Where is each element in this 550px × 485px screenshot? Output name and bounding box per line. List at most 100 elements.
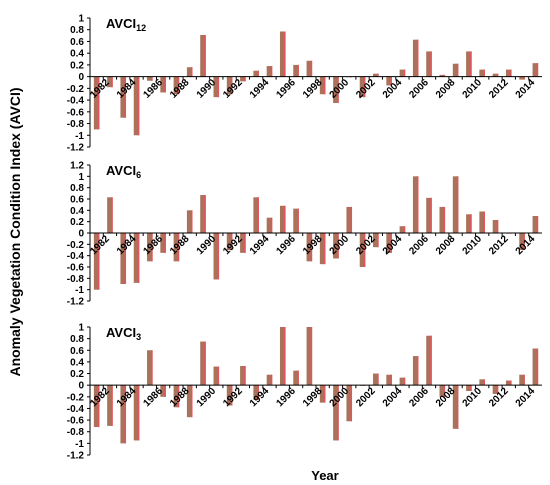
bar xyxy=(93,385,100,428)
bar-edge xyxy=(97,233,100,290)
bar-edge xyxy=(270,66,273,77)
bar-edge xyxy=(177,76,180,95)
y-tick-label: 0.8 xyxy=(70,334,84,345)
bar-edge xyxy=(297,208,299,233)
bar-edge xyxy=(483,69,485,77)
bar xyxy=(240,76,246,82)
bar-edge xyxy=(377,373,379,386)
y-tick-label: -1 xyxy=(75,439,84,450)
x-tick-label: 1982 xyxy=(88,233,112,257)
bar xyxy=(333,385,339,441)
bar xyxy=(173,385,180,408)
bar-edge xyxy=(310,327,313,386)
bar-edge xyxy=(204,195,206,233)
bar-edge xyxy=(244,76,246,82)
bar xyxy=(186,67,193,77)
bar-edge xyxy=(257,385,259,400)
bar-edge xyxy=(124,233,127,284)
bar xyxy=(386,374,392,386)
bar-edge xyxy=(416,356,419,386)
bar xyxy=(386,233,392,253)
bar xyxy=(226,385,233,406)
bar xyxy=(466,385,472,391)
bar xyxy=(107,76,113,88)
bar-edge xyxy=(403,69,406,77)
bar xyxy=(160,233,166,253)
y-tick-label: -0.2 xyxy=(67,392,85,403)
y-tick-label: 0.6 xyxy=(70,346,84,357)
bar-edge xyxy=(536,216,539,233)
y-tick-label: -0.6 xyxy=(67,416,85,427)
y-tick-label: 1.2 xyxy=(70,161,84,172)
bar xyxy=(253,385,259,400)
x-tick-label: 2014 xyxy=(514,385,538,409)
y-tick-label: 0.2 xyxy=(70,369,84,380)
bar-edge xyxy=(283,205,286,233)
y-tick-label: 0.8 xyxy=(70,25,84,36)
bar xyxy=(147,233,153,262)
bar xyxy=(147,350,153,386)
y-tick-label: 1 xyxy=(78,323,84,334)
bar xyxy=(439,206,446,233)
bar xyxy=(492,73,499,77)
bar xyxy=(279,31,286,77)
x-tick-label: 2006 xyxy=(407,233,431,257)
bar xyxy=(399,377,406,386)
x-tick-label: 1994 xyxy=(248,233,272,257)
bar xyxy=(93,233,100,290)
bar xyxy=(319,385,326,403)
bar-edge xyxy=(124,76,127,118)
bar xyxy=(426,335,432,386)
bar-edge xyxy=(230,76,233,95)
y-tick-label: -0.4 xyxy=(67,96,85,107)
bar xyxy=(466,51,472,77)
bar xyxy=(213,76,220,98)
bar xyxy=(120,233,127,284)
bar xyxy=(253,197,259,233)
bar-edge xyxy=(297,370,299,386)
bar-edge xyxy=(270,374,273,386)
chart-panels: 10.80.60.40.20-0.2-0.4-0.6-0.8-1-1.21982… xyxy=(67,14,542,462)
bar-edge xyxy=(137,76,140,136)
bar xyxy=(492,219,499,233)
bar-edge xyxy=(137,385,140,441)
bar-edge xyxy=(390,233,392,253)
x-tick-label: 2010 xyxy=(461,77,485,101)
bar-edge xyxy=(204,35,206,77)
x-tick-label: 2006 xyxy=(407,77,431,101)
bar xyxy=(133,233,140,283)
chart-panel: 1.210.80.60.40.20-0.2-0.4-0.6-0.8-1-1.2 1… xyxy=(67,161,542,308)
bar xyxy=(452,385,459,429)
bar-edge xyxy=(509,380,512,386)
bar-edge xyxy=(190,210,193,233)
bar xyxy=(399,69,406,77)
x-tick-label: 2002 xyxy=(354,385,378,409)
bar-edge xyxy=(257,197,259,233)
bar xyxy=(333,76,339,104)
bar xyxy=(333,233,339,259)
bar-edge xyxy=(164,385,166,397)
y-tick-label: -0.4 xyxy=(67,404,85,415)
panel-label-subscript: 6 xyxy=(136,170,141,180)
bar-edge xyxy=(523,233,525,250)
bar xyxy=(346,206,353,233)
bar-edge xyxy=(483,379,485,386)
bar xyxy=(412,39,419,77)
y-tick-label: -0.8 xyxy=(67,119,85,130)
bar-edge xyxy=(470,51,472,77)
x-tick-label: 2012 xyxy=(487,385,511,409)
bar-edge xyxy=(377,233,379,248)
x-tick-label: 1990 xyxy=(195,385,219,409)
bar xyxy=(120,76,127,118)
bar-edge xyxy=(323,76,326,95)
bar-edge xyxy=(536,348,539,386)
chart-panel: 10.80.60.40.20-0.2-0.4-0.6-0.8-1-1.21982… xyxy=(67,323,542,462)
bar-edge xyxy=(496,219,499,233)
bar-edge xyxy=(244,233,246,253)
x-tick-label: 2010 xyxy=(461,233,485,257)
bar-edge xyxy=(496,385,499,394)
y-tick-label: -1 xyxy=(75,285,84,296)
bar xyxy=(479,379,485,386)
bar-edge xyxy=(270,217,273,233)
